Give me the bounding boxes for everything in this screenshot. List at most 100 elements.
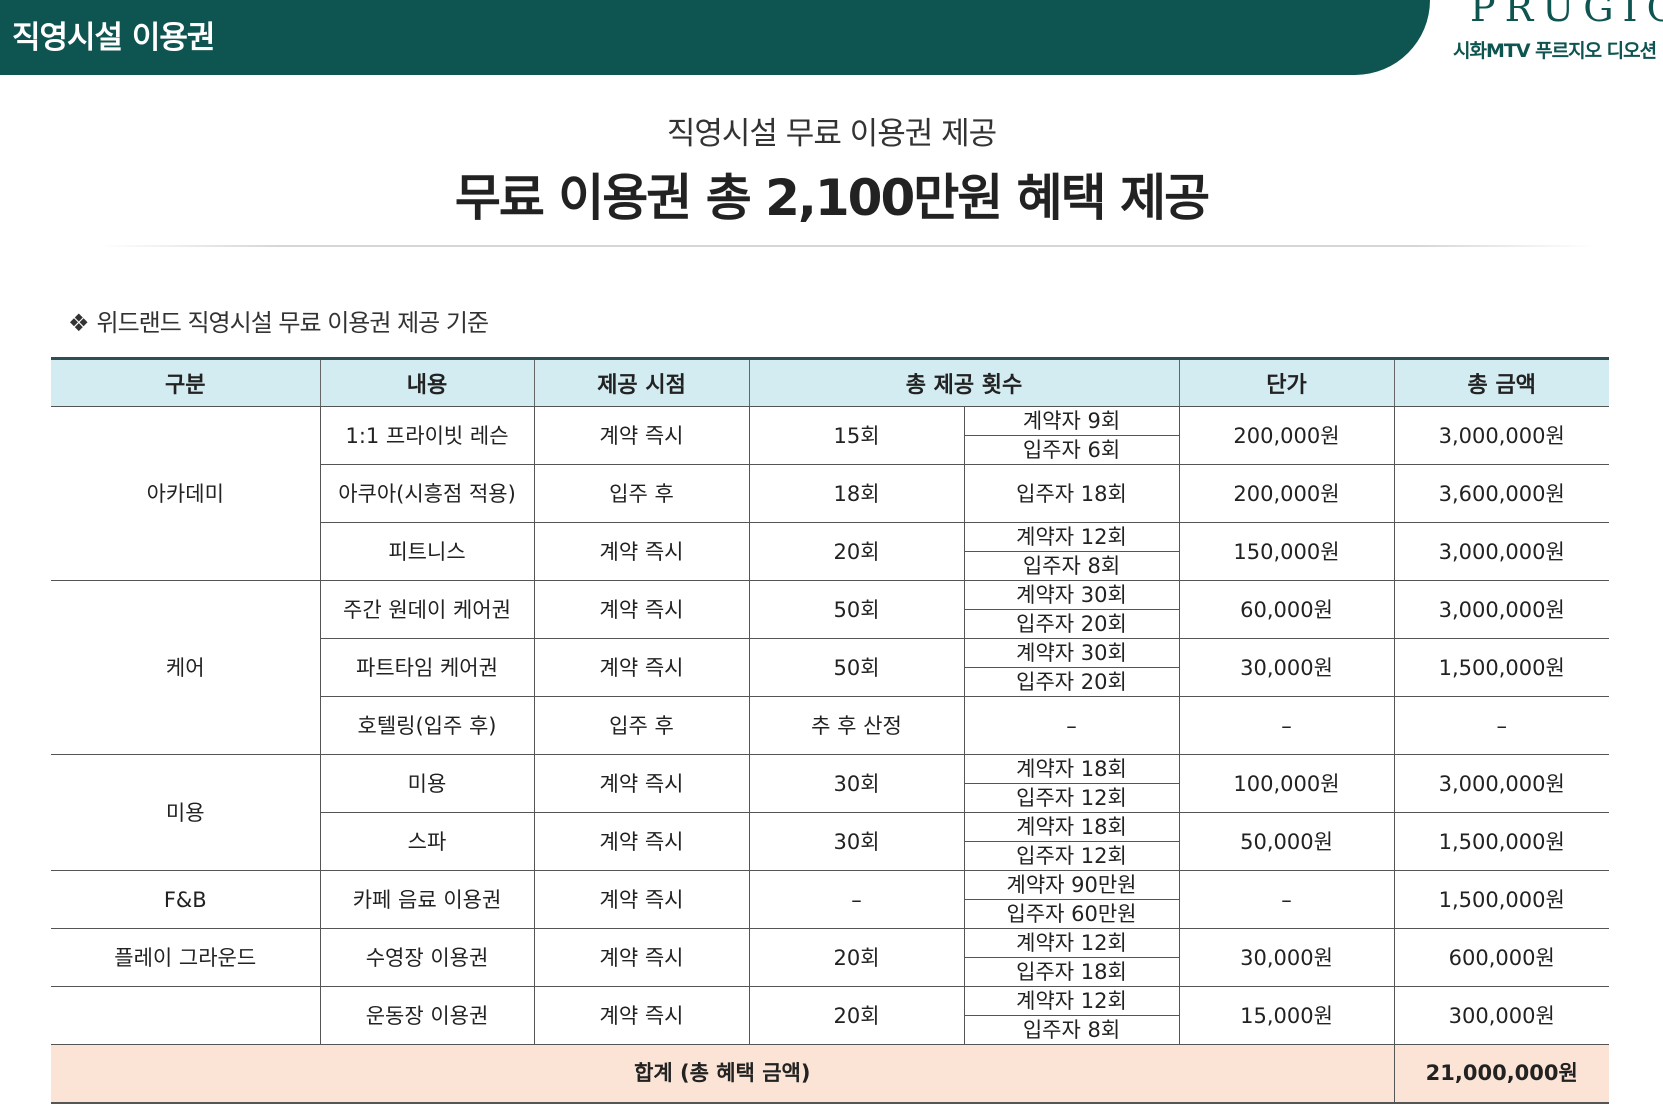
- group-cell: 플레이 그라운드: [51, 928, 321, 987]
- timing-cell: 계약 즉시: [533, 870, 750, 929]
- divider: [100, 245, 1595, 247]
- price-cell: 200,000원: [1178, 464, 1395, 523]
- price-cell: –: [1178, 696, 1395, 755]
- count-cell: –: [748, 870, 965, 929]
- group-cell: 아카데미: [51, 406, 321, 581]
- content-cell: 1:1 프라이빗 레슨: [319, 406, 535, 465]
- diamond-bullet-icon: ❖: [68, 309, 89, 337]
- group-cell: F&B: [51, 870, 321, 929]
- header-timing: 제공 시점: [533, 357, 750, 407]
- timing-cell: 입주 후: [533, 464, 750, 523]
- sub-count-cell: 입주자 18회: [963, 464, 1180, 523]
- table-header-row: 구분 내용 제공 시점 총 제공 횟수 단가 총 금액: [51, 357, 1609, 407]
- timing-cell: 계약 즉시: [533, 928, 750, 987]
- content-cell: 스파: [319, 812, 535, 871]
- header-total-amount: 총 금액: [1393, 357, 1609, 407]
- price-cell: 30,000원: [1178, 928, 1395, 987]
- sub-count-cell: 입주자 20회: [963, 667, 1180, 697]
- price-cell: 50,000원: [1178, 812, 1395, 871]
- sub-count-cell: –: [963, 696, 1180, 755]
- sub-count-cell: 계약자 12회: [963, 522, 1180, 552]
- content-cell: 카페 음료 이용권: [319, 870, 535, 929]
- amount-cell: 600,000원: [1393, 928, 1609, 987]
- table-row: 입주자 18회: [51, 957, 1609, 987]
- amount-cell: 3,000,000원: [1393, 522, 1609, 581]
- count-cell: 20회: [748, 522, 965, 581]
- content-cell: 파트타임 케어권: [319, 638, 535, 697]
- table-row: 케어 주간 원데이 케어권 계약 즉시 50회 계약자 30회 60,000원 …: [51, 580, 1609, 755]
- table-row: 운동장 이용권 계약 즉시 20회 계약자 12회 15,000원 300,00…: [51, 986, 1609, 1045]
- group-cell: 케어: [51, 580, 321, 755]
- content-cell: 미용: [319, 754, 535, 813]
- sub-count-cell: 계약자 9회: [963, 406, 1180, 436]
- brand-logo: PRUGIO: [1470, 0, 1663, 30]
- sub-count-cell: 계약자 18회: [963, 812, 1180, 842]
- table-row: 입주자 60만원: [51, 899, 1609, 929]
- sub-count-cell: 입주자 60만원: [963, 899, 1180, 929]
- count-cell: 30회: [748, 754, 965, 813]
- header-unit-price: 단가: [1178, 357, 1395, 407]
- amount-cell: 1,500,000원: [1393, 812, 1609, 871]
- group-cell: 미용: [51, 754, 321, 871]
- content-cell: 피트니스: [319, 522, 535, 581]
- price-cell: 15,000원: [1178, 986, 1395, 1045]
- content-cell: 운동장 이용권: [319, 986, 535, 1045]
- content-cell: 주간 원데이 케어권: [319, 580, 535, 639]
- content-cell: 호텔링(입주 후): [319, 696, 535, 755]
- header-band: 직영시설 이용권: [0, 0, 1430, 75]
- count-cell: 추 후 산정: [748, 696, 965, 755]
- table-row: 피트니스 계약 즉시 20회 계약자 12회 150,000원 3,000,00…: [51, 522, 1609, 581]
- amount-cell: 3,000,000원: [1393, 754, 1609, 813]
- sub-count-cell: 계약자 30회: [963, 638, 1180, 668]
- price-cell: –: [1178, 870, 1395, 929]
- sub-count-cell: 입주자 8회: [963, 1015, 1180, 1045]
- sub-count-cell: 계약자 12회: [963, 928, 1180, 958]
- price-cell: 100,000원: [1178, 754, 1395, 813]
- amount-cell: –: [1393, 696, 1609, 755]
- hero-title: 무료 이용권 총 2,100만원 혜택 제공: [454, 169, 1210, 227]
- count-cell: 18회: [748, 464, 965, 523]
- brand-subtitle: 시화MTV 푸르지오 디오션: [1453, 40, 1657, 62]
- timing-cell: 계약 즉시: [533, 812, 750, 871]
- timing-cell: 계약 즉시: [533, 580, 750, 639]
- page-header-title: 직영시설 이용권: [12, 20, 215, 56]
- amount-cell: 1,500,000원: [1393, 638, 1609, 697]
- amount-cell: 1,500,000원: [1393, 870, 1609, 929]
- header-total-count: 총 제공 횟수: [748, 357, 1180, 407]
- hero-subtitle: 직영시설 무료 이용권 제공: [666, 116, 997, 152]
- table-row: 호텔링(입주 후) 입주 후 추 후 산정 – – –: [51, 696, 1609, 755]
- sub-count-cell: 계약자 12회: [963, 986, 1180, 1016]
- price-cell: 150,000원: [1178, 522, 1395, 581]
- sub-count-cell: 입주자 18회: [963, 957, 1180, 987]
- sub-count-cell: 입주자 8회: [963, 551, 1180, 581]
- count-cell: 20회: [748, 928, 965, 987]
- count-cell: 15회: [748, 406, 965, 465]
- sub-count-cell: 계약자 18회: [963, 754, 1180, 784]
- section-heading: ❖ 위드랜드 직영시설 무료 이용권 제공 기준: [68, 303, 490, 338]
- total-label: 합계 (총 혜택 금액): [51, 1044, 1395, 1104]
- total-row: 합계 (총 혜택 금액) 21,000,000원: [51, 1044, 1609, 1104]
- amount-cell: 3,000,000원: [1393, 406, 1609, 465]
- amount-cell: 3,600,000원: [1393, 464, 1609, 523]
- timing-cell: 입주 후: [533, 696, 750, 755]
- sub-count-cell: 입주자 12회: [963, 841, 1180, 871]
- table-row: F&B 카페 음료 이용권 계약 즉시 – 계약자 90만원 – 1,500,0…: [51, 870, 1609, 929]
- header-category: 구분: [51, 357, 321, 407]
- price-cell: 60,000원: [1178, 580, 1395, 639]
- table-row: 스파 계약 즉시 30회 계약자 18회 50,000원 1,500,000원: [51, 812, 1609, 871]
- content-cell: 아쿠아(시흥점 적용): [319, 464, 535, 523]
- group-cell-empty: [51, 986, 321, 1045]
- table-row: 아카데미 1:1 프라이빗 레슨 계약 즉시 15회 계약자 9회 200,00…: [51, 406, 1609, 581]
- price-cell: 30,000원: [1178, 638, 1395, 697]
- section-heading-text: 위드랜드 직영시설 무료 이용권 제공 기준: [96, 309, 490, 337]
- amount-cell: 300,000원: [1393, 986, 1609, 1045]
- timing-cell: 계약 즉시: [533, 522, 750, 581]
- sub-count-cell: 계약자 30회: [963, 580, 1180, 610]
- header-content: 내용: [319, 357, 535, 407]
- sub-count-cell: 입주자 12회: [963, 783, 1180, 813]
- count-cell: 20회: [748, 986, 965, 1045]
- table-row: 미용 미용 계약 즉시 30회 계약자 18회 100,000원 3,000,0…: [51, 754, 1609, 871]
- sub-count-cell: 입주자 20회: [963, 609, 1180, 639]
- count-cell: 50회: [748, 638, 965, 697]
- amount-cell: 3,000,000원: [1393, 580, 1609, 639]
